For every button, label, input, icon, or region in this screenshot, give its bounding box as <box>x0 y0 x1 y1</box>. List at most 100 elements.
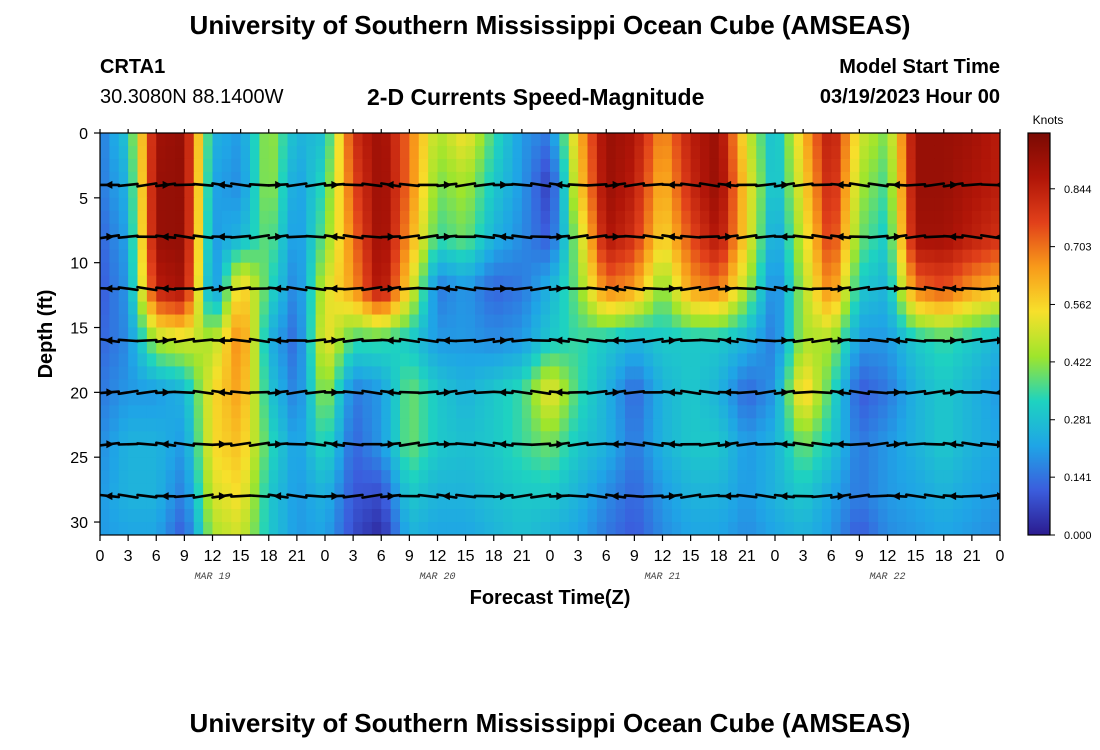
heatmap-cell <box>953 340 964 355</box>
heatmap-cell <box>128 301 139 316</box>
heatmap-cell <box>840 392 851 406</box>
heatmap-cell <box>268 457 279 471</box>
heatmap-cell <box>146 444 157 458</box>
heatmap-cell <box>709 483 720 497</box>
heatmap-cell <box>962 379 973 393</box>
current-vector <box>642 182 664 187</box>
heatmap-cell <box>896 457 907 471</box>
heatmap-cell <box>521 275 532 290</box>
heatmap-cell <box>109 366 120 380</box>
heatmap-cell <box>109 184 120 199</box>
heatmap-cell <box>559 392 570 406</box>
heatmap-cell <box>962 392 973 406</box>
heatmap-cell <box>221 522 232 535</box>
heatmap-cell <box>625 418 635 432</box>
heatmap-cell <box>784 301 795 316</box>
heatmap-cell <box>306 444 317 458</box>
current-vector <box>529 389 552 396</box>
current-vector <box>304 389 327 395</box>
heatmap-cell <box>578 275 589 290</box>
heatmap-cell <box>428 275 439 290</box>
heatmap-cell <box>250 314 260 329</box>
heatmap-cell <box>409 197 420 212</box>
current-vector-head <box>106 232 115 241</box>
current-vector <box>511 182 533 187</box>
heatmap-cell <box>512 496 523 510</box>
y-axis-label: Depth (ft) <box>35 290 57 379</box>
heatmap-cell <box>681 158 692 173</box>
heatmap-cell <box>690 327 701 342</box>
heatmap-cell <box>953 249 964 264</box>
heatmap-cell <box>896 340 907 355</box>
heatmap-cell <box>146 483 157 497</box>
heatmap-cell <box>175 522 185 535</box>
heatmap-cell <box>662 171 673 186</box>
current-vector <box>361 338 383 343</box>
heatmap-cell <box>868 496 879 510</box>
heatmap-cell <box>296 392 307 406</box>
heatmap-cell <box>868 184 879 199</box>
heatmap-cell <box>353 379 364 393</box>
heatmap-cell <box>925 379 935 393</box>
heatmap-cell <box>493 457 504 471</box>
heatmap-cell <box>775 496 785 510</box>
heatmap-cell <box>859 223 870 238</box>
heatmap-cell <box>137 444 148 458</box>
heatmap-cell <box>859 184 870 199</box>
heatmap-cell <box>981 236 992 251</box>
current-vector <box>511 338 533 343</box>
heatmap-cell <box>915 366 926 380</box>
heatmap-cell <box>156 483 167 497</box>
heatmap-cell <box>831 457 842 471</box>
heatmap-cell <box>962 171 973 186</box>
current-vector <box>473 337 496 344</box>
heatmap-cell <box>746 444 757 458</box>
heatmap-cell <box>353 133 364 147</box>
heatmap-cell <box>821 184 832 199</box>
heatmap-cell <box>540 184 551 199</box>
heatmap-cell <box>278 379 289 393</box>
heatmap-cell <box>184 353 195 368</box>
heatmap-cell <box>334 522 345 535</box>
heatmap-cell <box>821 379 832 393</box>
current-vector <box>586 183 608 187</box>
heatmap-cell <box>953 184 964 199</box>
heatmap-cell <box>381 171 392 186</box>
heatmap-cell <box>484 249 495 264</box>
heatmap-cell <box>812 444 823 458</box>
heatmap-cell <box>175 366 185 380</box>
heatmap-cell <box>381 509 392 523</box>
heatmap-cell <box>568 444 579 458</box>
heatmap-cell <box>596 249 607 264</box>
heatmap-cell <box>925 327 935 342</box>
heatmap-cell <box>821 236 832 251</box>
heatmap-cell <box>240 340 251 355</box>
heatmap-cell <box>681 133 692 147</box>
heatmap-cell <box>850 496 860 510</box>
heatmap-cell <box>381 210 392 225</box>
heatmap-cell <box>878 262 889 277</box>
heatmap-cell <box>868 444 879 458</box>
heatmap-cell <box>240 301 251 316</box>
heatmap-cell <box>746 496 757 510</box>
heatmap-cell <box>437 262 448 277</box>
heatmap-cell <box>671 210 682 225</box>
heatmap-cell <box>606 470 617 484</box>
heatmap-cell <box>446 301 457 316</box>
heatmap-cell <box>681 275 692 290</box>
heatmap-cell <box>428 184 439 199</box>
heatmap-cell <box>615 522 626 535</box>
heatmap-cell <box>100 236 110 251</box>
heatmap-cell <box>165 366 176 380</box>
heatmap-cell <box>259 392 270 406</box>
heatmap-cell <box>259 470 270 484</box>
heatmap-cell <box>278 483 289 497</box>
heatmap-cell <box>868 405 879 419</box>
heatmap-cell <box>606 301 617 316</box>
heatmap-cell <box>896 392 907 406</box>
heatmap-cell <box>296 431 307 445</box>
heatmap-cell <box>268 184 279 199</box>
heatmap-cell <box>915 184 926 199</box>
heatmap-cell <box>709 145 720 160</box>
heatmap-cell <box>878 431 889 445</box>
